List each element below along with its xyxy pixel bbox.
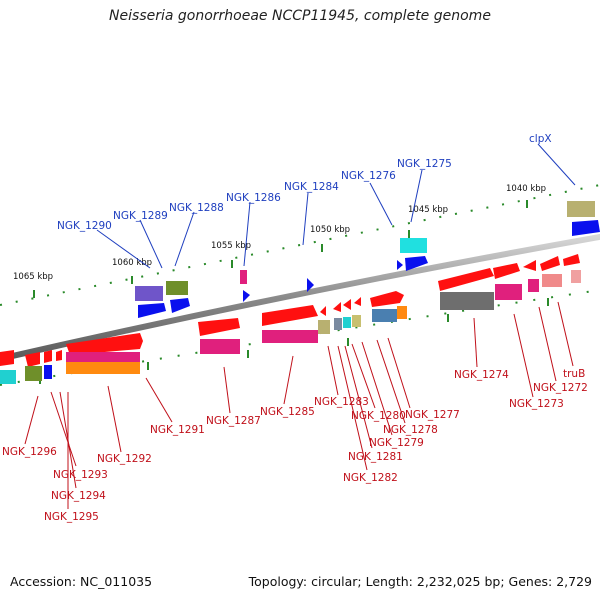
gene-arrow-rev-8	[320, 306, 326, 316]
gene-label-ngk-1281: NGK_1281	[348, 451, 403, 463]
gene-block-cyan-2	[0, 370, 16, 384]
gene-block-purple	[135, 286, 163, 301]
scale-label-1055: 1055 kbp	[211, 241, 251, 251]
gene-block-magenta-1	[66, 352, 140, 362]
gene-label-ngk-1280: NGK_1280	[351, 410, 406, 422]
gene-block-pink-2	[571, 270, 581, 283]
gene-arrow-rev-4	[56, 350, 62, 361]
gene-label-ngk-1293: NGK_1293	[53, 469, 108, 481]
gene-block-olive-2	[25, 366, 42, 381]
gene-block-magenta-small	[240, 270, 247, 284]
gene-label-ngk-1276: NGK_1276	[341, 170, 396, 182]
gene-arrow-rev-3	[44, 350, 52, 363]
scale-label-1050: 1050 kbp	[310, 225, 350, 235]
gene-label-trub: truB	[563, 368, 585, 380]
gene-arrow-rev-13	[438, 268, 494, 291]
gene-label-ngk-1273: NGK_1273	[509, 398, 564, 410]
gene-block-magenta-4	[495, 284, 522, 300]
gene-label-ngk-1282: NGK_1282	[343, 472, 398, 484]
gene-arrow-rev-6	[198, 318, 240, 336]
gene-label-ngk-1292: NGK_1292	[97, 453, 152, 465]
gene-block-olive	[166, 281, 188, 295]
reverse-gene-blocks	[0, 254, 581, 384]
gene-arrow-rev-16	[540, 256, 560, 271]
gene-label-clpx: clpX	[529, 133, 552, 145]
gene-block-khaki-2	[318, 320, 330, 334]
gene-label-ngk-1291: NGK_1291	[150, 424, 205, 436]
gene-block-slate	[334, 318, 342, 330]
gene-arrow-rev-15	[523, 260, 536, 271]
scale-track-inner	[0, 289, 600, 386]
gene-label-ngk-1290: NGK_1290	[57, 220, 112, 232]
forward-labels	[96, 143, 576, 269]
gene-label-ngk-1285: NGK_1285	[260, 406, 315, 418]
gene-arrow-fwd-4	[307, 278, 314, 292]
gene-label-ngk-1274: NGK_1274	[454, 369, 509, 381]
gene-label-ngk-1272: NGK_1272	[533, 382, 588, 394]
gene-block-khaki	[567, 201, 595, 217]
major-ticks	[33, 200, 549, 384]
gene-block-steel	[372, 309, 397, 322]
genome-summary-text: Topology: circular; Length: 2,232,025 bp…	[248, 574, 592, 589]
gene-arrow-fwd-2	[170, 298, 190, 313]
gene-label-ngk-1295: NGK_1295	[44, 511, 99, 523]
page-title: Neisseria gonorrhoeae NCCP11945, complet…	[109, 8, 491, 24]
accession-text: Accession: NC_011035	[10, 574, 153, 589]
gene-arrow-fwd-7	[572, 220, 600, 236]
forward-gene-blocks	[135, 201, 600, 318]
gene-block-gray	[440, 292, 494, 310]
gene-arrow-rev-5	[66, 333, 143, 355]
gene-label-ngk-1279: NGK_1279	[369, 437, 424, 449]
gene-label-ngk-1288: NGK_1288	[169, 202, 224, 214]
gene-label-ngk-1284: NGK_1284	[284, 181, 339, 193]
gene-block-orange-1	[66, 362, 140, 374]
gene-label-ngk-1289: NGK_1289	[113, 210, 168, 222]
gene-label-ngk-1296: NGK_1296	[2, 446, 57, 458]
gene-arrow-fwd-3	[243, 290, 250, 302]
gene-block-orange-2	[397, 306, 407, 319]
gene-arrow-rev-10	[343, 299, 351, 310]
gene-block-cyan-3	[343, 317, 351, 328]
gene-arrow-rev-7	[262, 305, 318, 326]
gene-block-magenta-5	[528, 279, 539, 292]
gene-arrow-rev-11	[354, 297, 361, 306]
gene-arrow-rev-2	[25, 352, 40, 367]
gene-arrow-fwd-1	[138, 303, 166, 318]
gene-block-cyan	[400, 238, 427, 253]
gene-arrow-fwd-6	[405, 256, 428, 271]
gene-block-magenta-2	[200, 339, 240, 354]
gene-arrow-rev-14	[493, 263, 520, 279]
gene-block-magenta-3	[262, 330, 318, 343]
gene-block-pink	[542, 274, 562, 287]
gene-label-ngk-1286: NGK_1286	[226, 192, 281, 204]
scale-label-1040: 1040 kbp	[506, 184, 546, 194]
genome-backbone	[0, 233, 600, 362]
scale-label-1060: 1060 kbp	[112, 258, 152, 268]
gene-label-ngk-1294: NGK_1294	[51, 490, 106, 502]
gene-label-ngk-1287: NGK_1287	[206, 415, 261, 427]
gene-label-ngk-1283: NGK_1283	[314, 396, 369, 408]
reverse-labels	[24, 301, 574, 509]
gene-block-blue-2	[44, 365, 52, 379]
gene-block-khaki-3	[352, 315, 361, 327]
scale-label-1045: 1045 kbp	[408, 205, 448, 215]
gene-arrow-fwd-5	[397, 260, 403, 270]
gene-label-ngk-1278: NGK_1278	[383, 424, 438, 436]
scale-label-1065: 1065 kbp	[13, 272, 53, 282]
gene-label-ngk-1277: NGK_1277	[405, 409, 460, 421]
gene-arrow-rev-17	[563, 254, 580, 266]
gene-arrow-rev-1	[0, 350, 14, 366]
scale-track-outer	[0, 184, 600, 306]
gene-arrow-rev-12	[370, 291, 404, 307]
gene-arrow-rev-9	[333, 302, 341, 312]
gene-label-ngk-1275: NGK_1275	[397, 158, 452, 170]
